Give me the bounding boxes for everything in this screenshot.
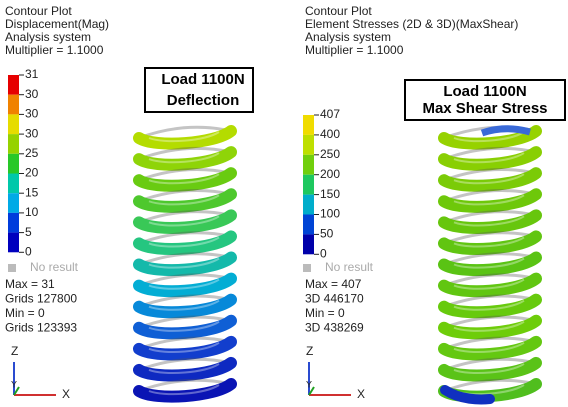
stat-line: 3D 446170	[305, 292, 364, 306]
legend-color	[8, 114, 19, 134]
legend-label: 30	[25, 107, 39, 121]
legend-color	[8, 193, 19, 213]
axis-label: Z	[306, 344, 313, 358]
legend-label: 0	[25, 244, 32, 258]
legend-color	[303, 155, 314, 175]
legend-label: 25	[25, 146, 39, 160]
legend-color	[303, 135, 314, 155]
header-line: Analysis system	[5, 30, 91, 44]
legend-color	[303, 175, 314, 195]
legend-label: 250	[320, 147, 340, 161]
legend-label: 30	[25, 126, 39, 140]
legend-label: 5	[25, 225, 32, 239]
header-line: Analysis system	[305, 30, 391, 44]
legend-label: 15	[25, 185, 39, 199]
contour-plots: Contour PlotDisplacement(Mag)Analysis sy…	[0, 0, 568, 407]
header-line: Contour Plot	[305, 4, 372, 18]
axis-label: X	[62, 387, 70, 401]
legend-color	[303, 195, 314, 215]
legend-color	[8, 134, 19, 154]
legend-color	[8, 154, 19, 174]
legend-color	[8, 174, 19, 194]
load-box-line: Load 1100N	[161, 71, 244, 88]
header-line: Multiplier = 1.1000	[5, 43, 104, 57]
axis-label: Y	[306, 379, 312, 389]
screenshot: Contour PlotDisplacement(Mag)Analysis sy…	[0, 0, 568, 407]
load-box-line: Load 1100N	[443, 83, 526, 100]
stat-line: 3D 438269	[305, 321, 364, 335]
legend-color	[8, 213, 19, 233]
stat-line: Grids 123393	[5, 321, 77, 335]
load-box-line: Deflection	[167, 92, 240, 109]
legend-label: 100	[320, 207, 340, 221]
header-line: Multiplier = 1.1000	[305, 43, 404, 57]
load-box: Load 1100N Deflection	[145, 68, 253, 112]
axis-label: Y	[11, 379, 17, 389]
no-result-swatch	[303, 264, 311, 272]
stat-line: Grids 127800	[5, 292, 77, 306]
legend-color	[8, 95, 19, 115]
header-line: Contour Plot	[5, 4, 72, 18]
legend-label: 31	[25, 67, 39, 81]
stat-line: Min = 0	[5, 306, 45, 320]
stat-line: Max = 31	[5, 277, 55, 291]
legend-label: 200	[320, 167, 340, 181]
axis-label: Z	[11, 344, 18, 358]
legend-color	[8, 233, 19, 253]
legend-label: 400	[320, 127, 340, 141]
legend-label: 10	[25, 205, 39, 219]
load-box-line: Max Shear Stress	[422, 100, 547, 117]
legend-label: 407	[320, 107, 340, 121]
no-result-label: No result	[30, 260, 79, 274]
legend-color	[303, 234, 314, 254]
legend-label: 20	[25, 166, 39, 180]
axis-label: X	[357, 387, 365, 401]
legend-label: 150	[320, 187, 340, 201]
legend-color	[303, 115, 314, 135]
header-line: Element Stresses (2D & 3D)(MaxShear)	[305, 17, 518, 31]
legend-color	[8, 75, 19, 95]
stat-line: Max = 407	[305, 277, 362, 291]
legend-color	[303, 215, 314, 235]
legend-label: 0	[320, 246, 327, 260]
hotspot	[482, 129, 530, 133]
stat-line: Min = 0	[305, 306, 345, 320]
header-line: Displacement(Mag)	[5, 17, 109, 31]
legend-label: 30	[25, 87, 39, 101]
no-result-label: No result	[325, 260, 374, 274]
legend-label: 50	[320, 227, 334, 241]
no-result-swatch	[8, 264, 16, 272]
